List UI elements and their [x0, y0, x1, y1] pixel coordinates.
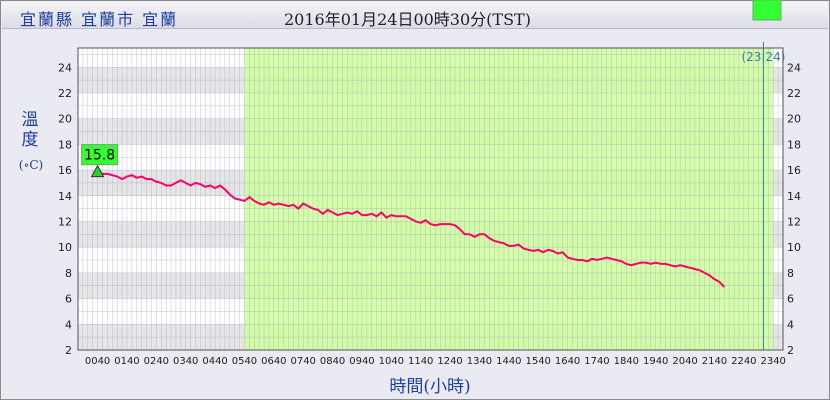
x-tick-label: 0740: [290, 356, 315, 367]
y-tick-label-left: 6: [65, 293, 72, 306]
y-tick-label-left: 18: [58, 138, 72, 151]
y-tick-label-right: 16: [787, 164, 801, 177]
y-tick-label-left: 12: [58, 215, 72, 228]
y-tick-label-right: 22: [787, 87, 801, 100]
x-tick-label: 0640: [261, 356, 286, 367]
x-tick-label: 1940: [643, 356, 668, 367]
x-tick-label: 0240: [144, 356, 169, 367]
x-tick-label: 0040: [85, 356, 110, 367]
max-marker-triangle: [90, 164, 105, 178]
x-tick-label: 1140: [408, 356, 433, 367]
x-tick-label: 1540: [525, 356, 550, 367]
y-tick-label-right: 12: [787, 215, 801, 228]
x-axis-title: 時間(小時): [389, 377, 471, 397]
x-tick-label: 0440: [202, 356, 227, 367]
station-title: 宜蘭縣 宜蘭市 宜蘭: [20, 10, 179, 29]
x-tick-label: 0840: [320, 356, 345, 367]
min-value-label: 6.9: [756, 0, 778, 4]
y-tick-label-left: 16: [58, 164, 72, 177]
temperature-line: [97, 171, 726, 288]
y-tick-label-right: 2: [787, 344, 794, 357]
y-tick-label-right: 4: [787, 318, 794, 331]
y-tick-label-right: 10: [787, 241, 801, 254]
y-axis-unit: (∘C): [18, 158, 44, 172]
x-tick-label: 0940: [349, 356, 374, 367]
title-bar: 宜蘭縣 宜蘭市 宜蘭 2016年01月24日00時30分(TST): [2, 2, 828, 29]
min-label-box: [752, 0, 782, 21]
x-tick-label: 2040: [672, 356, 697, 367]
x-tick-label: 1240: [437, 356, 462, 367]
y-axis-title-text: 溫 度: [21, 110, 39, 150]
x-tick-label: 1640: [555, 356, 580, 367]
x-tick-label: 2340: [760, 356, 785, 367]
y-tick-label-right: 20: [787, 113, 801, 126]
x-tick-label: 0340: [173, 356, 198, 367]
max-value-label: 15.8: [84, 148, 115, 164]
y-tick-label-right: 24: [787, 61, 801, 74]
y-tick-label-left: 20: [58, 113, 72, 126]
x-tick-label: 1040: [379, 356, 404, 367]
x-tick-label: 1740: [584, 356, 609, 367]
y-tick-label-left: 8: [65, 267, 72, 280]
y-tick-label-left: 14: [58, 190, 72, 203]
y-tick-label-left: 22: [58, 87, 72, 100]
day-boundary-label: (23|24): [741, 50, 785, 64]
x-tick-label: 2140: [702, 356, 727, 367]
y-tick-label-left: 2: [65, 344, 72, 357]
x-tick-label: 0540: [232, 356, 257, 367]
max-label-box: [81, 144, 119, 166]
observation-datetime: 2016年01月24日00時30分(TST): [284, 10, 531, 29]
x-tick-label: 1840: [614, 356, 639, 367]
y-tick-label-right: 18: [787, 138, 801, 151]
y-tick-label-left: 4: [65, 318, 72, 331]
y-tick-label-left: 24: [58, 61, 72, 74]
x-tick-label: 1340: [467, 356, 492, 367]
plot-border: [77, 47, 784, 351]
y-tick-label-right: 8: [787, 267, 794, 280]
x-tick-label: 1440: [496, 356, 521, 367]
y-tick-label-right: 14: [787, 190, 801, 203]
x-tick-label: 0140: [114, 356, 139, 367]
y-tick-label-right: 6: [787, 293, 794, 306]
y-axis-title: 溫 度: [10, 110, 50, 150]
x-tick-label: 2240: [731, 356, 756, 367]
y-tick-label-left: 10: [58, 241, 72, 254]
